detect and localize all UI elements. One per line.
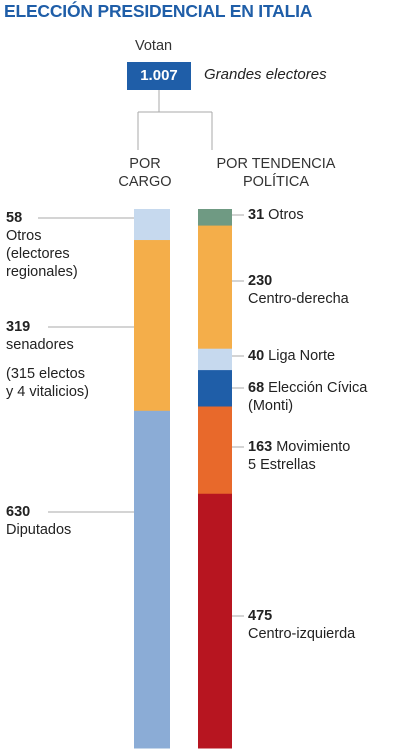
segment-sublabel-line: y 4 vitalicios) [6,384,89,400]
segment-value: 630 [6,504,31,520]
segment-label: 68 Elección Cívica (Monti) [248,379,367,415]
segment-label: 230 Centro-derecha [248,272,349,308]
votan-label: Votan [135,38,173,54]
segment-name: Movimiento [272,439,351,455]
column-header-cargo: POR CARGO [100,155,190,191]
segment-name: Centro-izquierda [248,626,356,642]
segment-sublabel: (electores [6,246,70,262]
bar-segment [198,225,232,350]
bar-segment [134,240,170,412]
segment-name: Otros [264,207,304,223]
bar-segment [134,209,170,241]
bar-segment [198,493,232,749]
bar-segment [198,348,232,371]
segment-label: 475 Centro-izquierda [248,607,355,643]
bar-segment [198,370,232,408]
column-header-cargo-line1: POR [129,156,161,172]
segment-name: Liga Norte [264,348,336,364]
column-header-tendencia-line2: POLÍTICA [242,174,310,190]
segment-name: Centro-derecha [248,291,349,307]
segment-label: 630 Diputados [6,503,71,539]
column-header-cargo-line2: CARGO [118,174,172,190]
segment-sublabel: (315 electos y 4 vitalicios) [6,365,89,401]
segment-label: 31 Otros [248,206,304,224]
segment-sublabel: (Monti) [248,398,294,414]
segment-value: 40 [248,348,265,364]
segment-name: Elección Cívica [264,380,368,396]
segment-sublabel: regionales) [6,264,78,280]
column-header-tendencia: POR TENDENCIA POLÍTICA [190,155,362,191]
total-electors-label: Grandes electores [204,66,327,83]
segment-label: 319 senadores [6,318,74,354]
segment-name: Otros [6,228,42,244]
segment-label: 163 Movimiento 5 Estrellas [248,438,350,474]
total-electors-box: 1.007 [127,62,191,90]
segment-value: 31 [248,207,265,223]
segment-value: 319 [6,319,31,335]
segment-value: 163 [248,439,273,455]
chart-title: ELECCIÓN PRESIDENCIAL EN ITALIA [4,1,313,21]
segment-value: 58 [6,210,23,226]
bar-segment [134,410,170,749]
segment-value: 68 [248,380,265,396]
segment-label: 40 Liga Norte [248,347,335,365]
segment-value: 475 [248,608,273,624]
segment-name: senadores [6,337,74,353]
bar-segment [198,406,232,495]
segment-value: 230 [248,273,273,289]
segment-sublabel: 5 Estrellas [248,457,316,473]
segment-label: 58 Otros (electores regionales) [6,209,78,281]
segment-sublabel-line: (315 electos [6,366,85,382]
column-header-tendencia-line1: POR TENDENCIA [216,156,336,172]
segment-name: Diputados [6,522,72,538]
bar-segment [198,209,232,227]
